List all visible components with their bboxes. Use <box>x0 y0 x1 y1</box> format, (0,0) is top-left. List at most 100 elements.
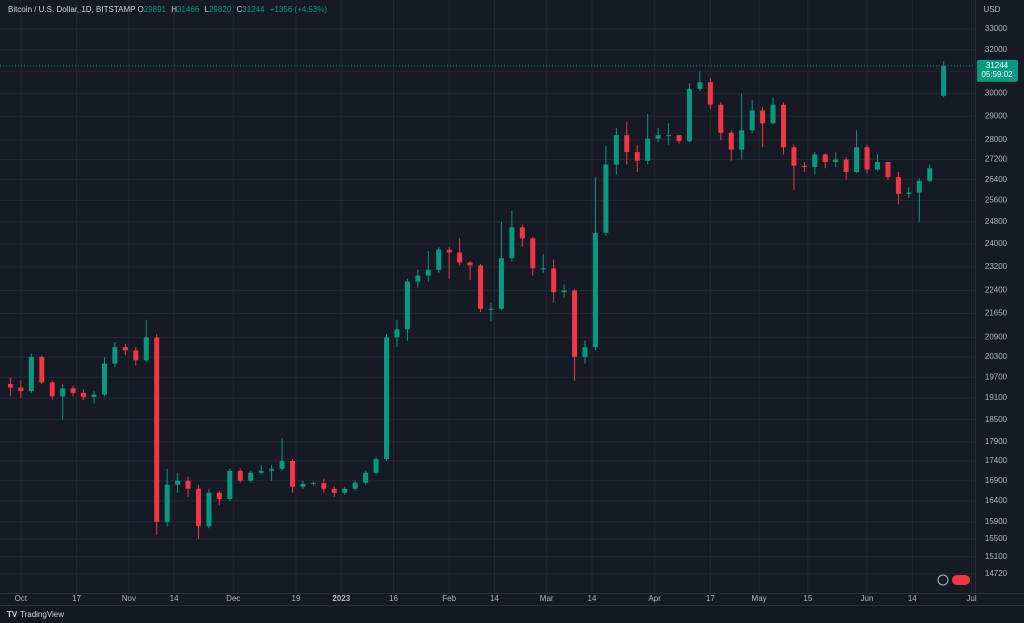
candle-body <box>122 347 128 351</box>
candle-body <box>676 135 682 142</box>
candle-body <box>833 159 839 162</box>
symbol: Bitcoin / U.S. Dollar, 1D, BITSTAMP <box>8 5 136 14</box>
candle-body <box>509 227 515 259</box>
y-tick-label: 33000 <box>985 24 1008 33</box>
candle-body <box>248 472 254 481</box>
x-tick-label: Mar <box>540 594 554 603</box>
candle-body <box>697 82 703 89</box>
x-tick-label: 16 <box>389 594 398 603</box>
candle-body <box>467 262 473 266</box>
y-tick-label: 27200 <box>985 155 1008 164</box>
candles <box>7 61 947 540</box>
y-tick-label: 15500 <box>985 534 1008 543</box>
candle-body <box>854 147 860 173</box>
footer: TV TradingView <box>0 605 1024 623</box>
candle-body <box>613 135 619 165</box>
y-tick-label: 32000 <box>985 45 1008 54</box>
x-tick-label: 14 <box>588 594 597 603</box>
candle-body <box>843 159 849 173</box>
candle-body <box>791 147 797 166</box>
label: L <box>204 5 209 14</box>
candle-body <box>373 459 379 473</box>
x-tick-label: 14 <box>490 594 499 603</box>
candle-body <box>457 252 463 263</box>
candle-body <box>801 165 807 167</box>
candle-body <box>331 488 337 493</box>
x-tick-label: 17 <box>706 594 715 603</box>
candle-body <box>133 350 139 361</box>
candle-body <box>488 308 494 310</box>
candle-body <box>718 104 724 133</box>
x-tick-label: 2023 <box>332 594 350 603</box>
x-tick-label: Nov <box>122 594 136 603</box>
y-tick-label: 15100 <box>985 552 1008 561</box>
candle-body <box>195 488 201 527</box>
x-tick-label: 19 <box>292 594 301 603</box>
candle-body <box>540 268 546 270</box>
candle-body <box>822 154 828 162</box>
candle-body <box>290 461 295 487</box>
candle-body <box>39 356 45 383</box>
value: 31466 <box>177 5 200 14</box>
candle-body <box>18 387 24 392</box>
candle-body <box>592 232 598 348</box>
icon[interactable] <box>937 574 949 586</box>
label: O <box>137 5 144 14</box>
candle-body <box>446 249 452 253</box>
candle-body <box>582 347 588 357</box>
candle-body <box>436 249 442 270</box>
candle-body <box>864 147 870 170</box>
candle-body <box>300 483 306 487</box>
candle-body <box>175 480 181 485</box>
x-tick-label: Jun <box>861 594 874 603</box>
candle-body <box>425 269 431 276</box>
candle-body <box>770 104 776 124</box>
y-tick-label: 26400 <box>985 175 1008 184</box>
icon[interactable] <box>952 575 970 585</box>
candle-body <box>812 154 818 167</box>
candle-body <box>101 363 107 395</box>
price-label: 31244 <box>986 61 1009 70</box>
y-tick-label: 28000 <box>985 135 1008 144</box>
x-tick-label: 15 <box>803 594 812 603</box>
candle-body <box>269 468 275 471</box>
candle-body <box>49 382 55 397</box>
unit-label: USD <box>984 5 1001 14</box>
y-tick-label: 20900 <box>985 332 1008 341</box>
candle-body <box>760 110 766 124</box>
y-tick-label: 17900 <box>985 437 1008 446</box>
legend: Bitcoin / U.S. Dollar, 1D, BITSTAMP O298… <box>8 5 330 14</box>
label: C <box>236 5 243 14</box>
candle-body <box>70 388 76 393</box>
x-tick-label: 17 <box>72 594 81 603</box>
candle-body <box>707 82 713 105</box>
candle-body <box>164 484 170 522</box>
candle-body <box>342 488 348 493</box>
candle-body <box>279 461 285 469</box>
candle-body <box>112 347 118 364</box>
candle-body <box>310 483 316 485</box>
candle-body <box>655 135 661 139</box>
candle-body <box>603 164 609 233</box>
candle-body <box>875 161 880 170</box>
y-tick-label: 17400 <box>985 456 1008 465</box>
candle-body <box>895 177 901 194</box>
candle-body <box>404 281 410 330</box>
candle-body <box>519 227 525 239</box>
y-tick-label: 15900 <box>985 517 1008 526</box>
candle-body <box>227 470 233 499</box>
value: 31244 <box>242 5 265 14</box>
candle-body <box>415 275 421 282</box>
candle-body <box>363 472 369 483</box>
candle-body <box>624 135 630 153</box>
candle-body <box>739 130 745 150</box>
candle-body <box>154 337 160 522</box>
candle-body <box>206 492 212 527</box>
x-tick-label: Feb <box>442 594 456 603</box>
y-tick-label: 23200 <box>985 262 1008 271</box>
candle-body <box>941 65 947 96</box>
candle-body <box>749 110 755 131</box>
candle-body <box>478 265 484 309</box>
chart-bg <box>0 0 1024 605</box>
